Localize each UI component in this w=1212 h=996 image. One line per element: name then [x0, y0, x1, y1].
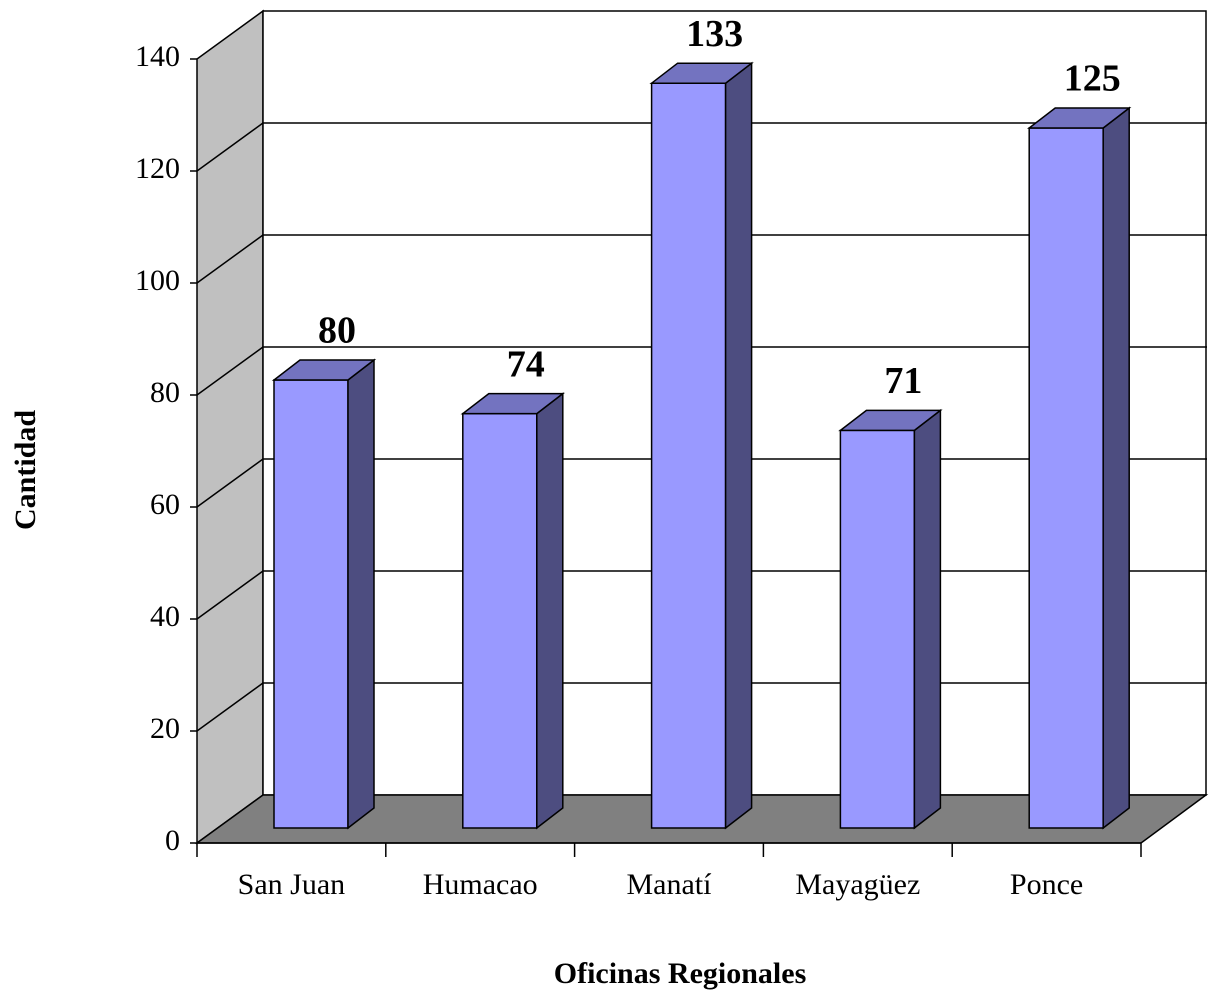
- value-label: 133: [686, 13, 743, 55]
- value-label: 125: [1064, 58, 1121, 100]
- grid-line: [196, 122, 264, 172]
- grid-line: [196, 346, 264, 396]
- x-tick-label: Humacao: [423, 868, 538, 901]
- grid-line: [196, 570, 264, 620]
- bar-face: [462, 412, 538, 829]
- x-tick-label: Manatí: [627, 868, 713, 901]
- x-tick-label: Ponce: [1010, 868, 1083, 901]
- grid-line: [196, 682, 264, 732]
- y-tick-label: 140: [135, 40, 180, 73]
- y-tick-label: 100: [135, 264, 180, 297]
- bar-face: [536, 392, 564, 830]
- bar: [460, 392, 566, 830]
- side-wall: [196, 9, 264, 845]
- bar-face: [913, 408, 942, 830]
- bar: [649, 61, 754, 830]
- grid-line: [196, 458, 264, 508]
- y-tick-label: 40: [150, 600, 180, 633]
- grid-line: [196, 234, 264, 284]
- value-label: 71: [884, 360, 922, 402]
- bar-face: [650, 82, 727, 829]
- bar-face: [838, 409, 943, 432]
- y-tick-label: 20: [150, 712, 180, 745]
- bar-face: [1028, 127, 1104, 829]
- bar-face: [839, 429, 916, 829]
- value-label: 74: [507, 343, 545, 385]
- x-tick-label: San Juan: [238, 868, 346, 901]
- bar: [1026, 106, 1132, 830]
- y-tick-label: 120: [135, 152, 180, 185]
- bar: [271, 358, 377, 830]
- y-tick-label: 0: [165, 824, 180, 857]
- bar-face: [1102, 106, 1130, 830]
- bar-face: [1026, 107, 1132, 129]
- bar-face: [347, 358, 375, 830]
- bar-face: [273, 379, 349, 829]
- bar-face: [460, 392, 566, 415]
- bar-face: [649, 62, 754, 84]
- value-label: 80: [318, 310, 356, 352]
- y-tick-label: 60: [150, 488, 180, 521]
- bar-face: [724, 61, 753, 830]
- bar: [838, 408, 943, 830]
- bar-face: [271, 359, 377, 381]
- y-tick-label: 80: [150, 376, 180, 409]
- x-axis-title: Oficinas Regionales: [554, 957, 807, 990]
- y-axis-title: Cantidad: [9, 410, 42, 530]
- x-tick-label: Mayagüez: [795, 868, 920, 901]
